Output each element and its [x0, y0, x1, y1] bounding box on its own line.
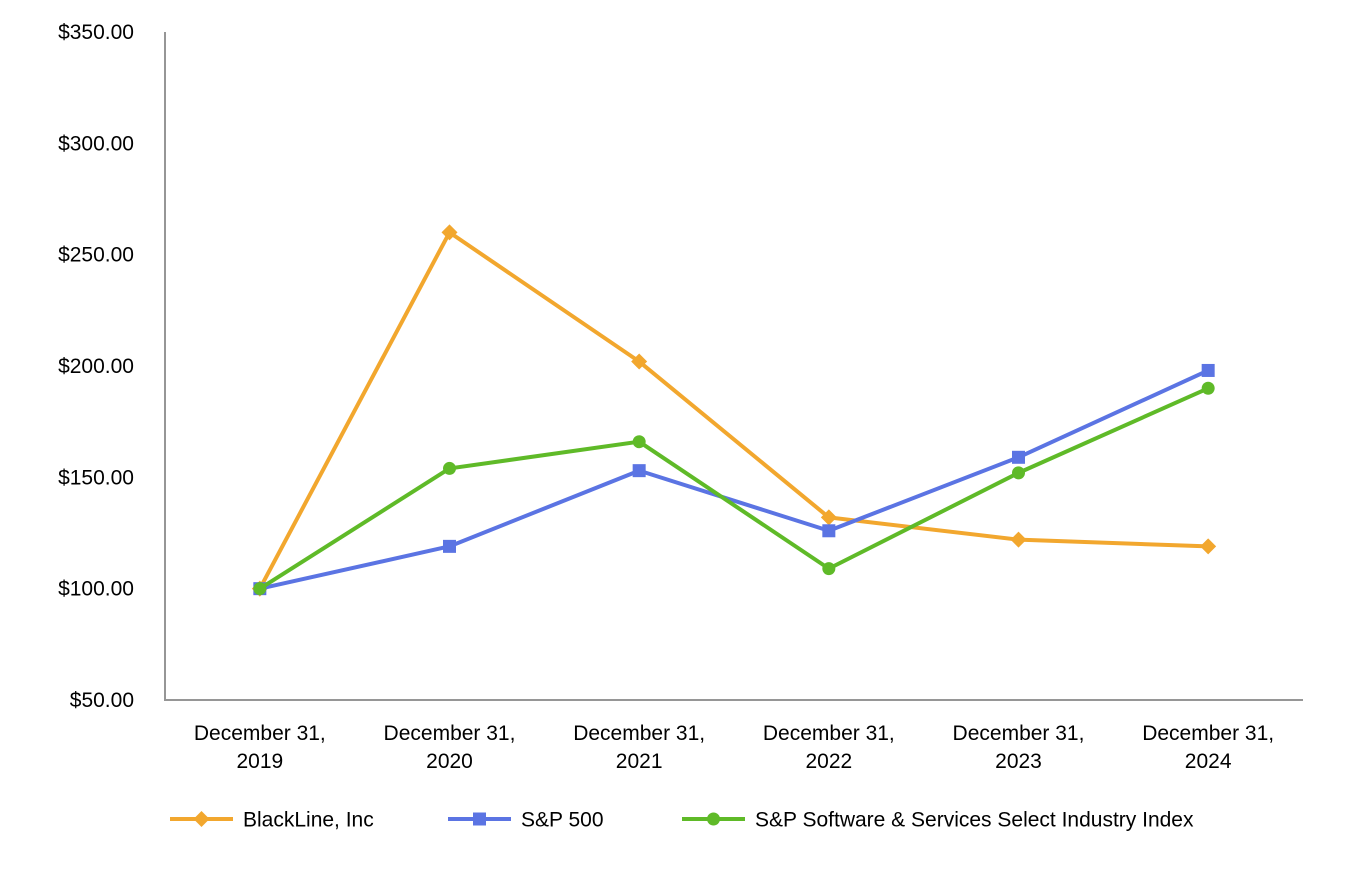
series-line-circle	[257, 386, 1211, 591]
y-tick-label: $50.00	[70, 689, 134, 712]
legend-label: BlackLine, Inc	[243, 809, 374, 832]
data-point-circle-icon	[822, 562, 836, 576]
data-point-diamond-icon	[631, 353, 648, 370]
x-axis-label-line2: 2022	[805, 750, 852, 773]
data-point-circle-icon	[1201, 381, 1215, 395]
y-tick-label: $150.00	[58, 466, 134, 489]
data-point-circle-icon	[253, 582, 267, 596]
x-axis-label-line2: 2020	[426, 750, 473, 773]
x-axis-label-line2: 2023	[995, 750, 1042, 773]
legend-circle-icon	[707, 812, 720, 826]
data-point-circle-icon	[443, 461, 456, 475]
x-axis-label-line2: 2021	[616, 750, 663, 773]
data-point-square-icon	[1012, 450, 1025, 464]
data-point-diamond-icon	[1200, 538, 1217, 555]
data-point-square-icon	[1201, 363, 1215, 377]
y-tick-label: $350.00	[58, 21, 134, 44]
x-axis-label-line1: December 31,	[384, 722, 516, 745]
data-point-circle-icon	[632, 435, 646, 449]
x-axis-label-line1: December 31,	[194, 722, 326, 745]
data-point-square-icon	[822, 524, 836, 538]
y-tick-label: $300.00	[58, 132, 134, 155]
legend-label: S&P 500	[521, 809, 604, 832]
series-line-diamond	[257, 230, 1211, 591]
series-line-square	[257, 368, 1211, 591]
legend-label: S&P Software & Services Select Industry …	[755, 809, 1194, 832]
data-point-diamond-icon	[1010, 531, 1027, 548]
y-tick-label: $250.00	[58, 244, 134, 267]
x-axis-label-line1: December 31,	[1142, 722, 1274, 745]
data-point-square-icon	[443, 539, 456, 553]
x-axis-label-line1: December 31,	[573, 722, 705, 745]
x-axis-label-line2: 2019	[236, 750, 283, 773]
y-tick-label: $100.00	[58, 578, 134, 601]
data-point-square-icon	[632, 464, 646, 478]
legend-diamond-icon	[193, 811, 210, 827]
x-axis-label-line1: December 31,	[953, 722, 1085, 745]
data-point-circle-icon	[1012, 466, 1025, 480]
data-point-diamond-icon	[441, 224, 458, 241]
y-tick-label: $200.00	[58, 355, 134, 378]
x-axis-label-line1: December 31,	[763, 722, 895, 745]
legend-square-icon	[473, 812, 486, 826]
data-point-diamond-icon	[820, 509, 837, 526]
x-axis-label-line2: 2024	[1185, 750, 1232, 773]
